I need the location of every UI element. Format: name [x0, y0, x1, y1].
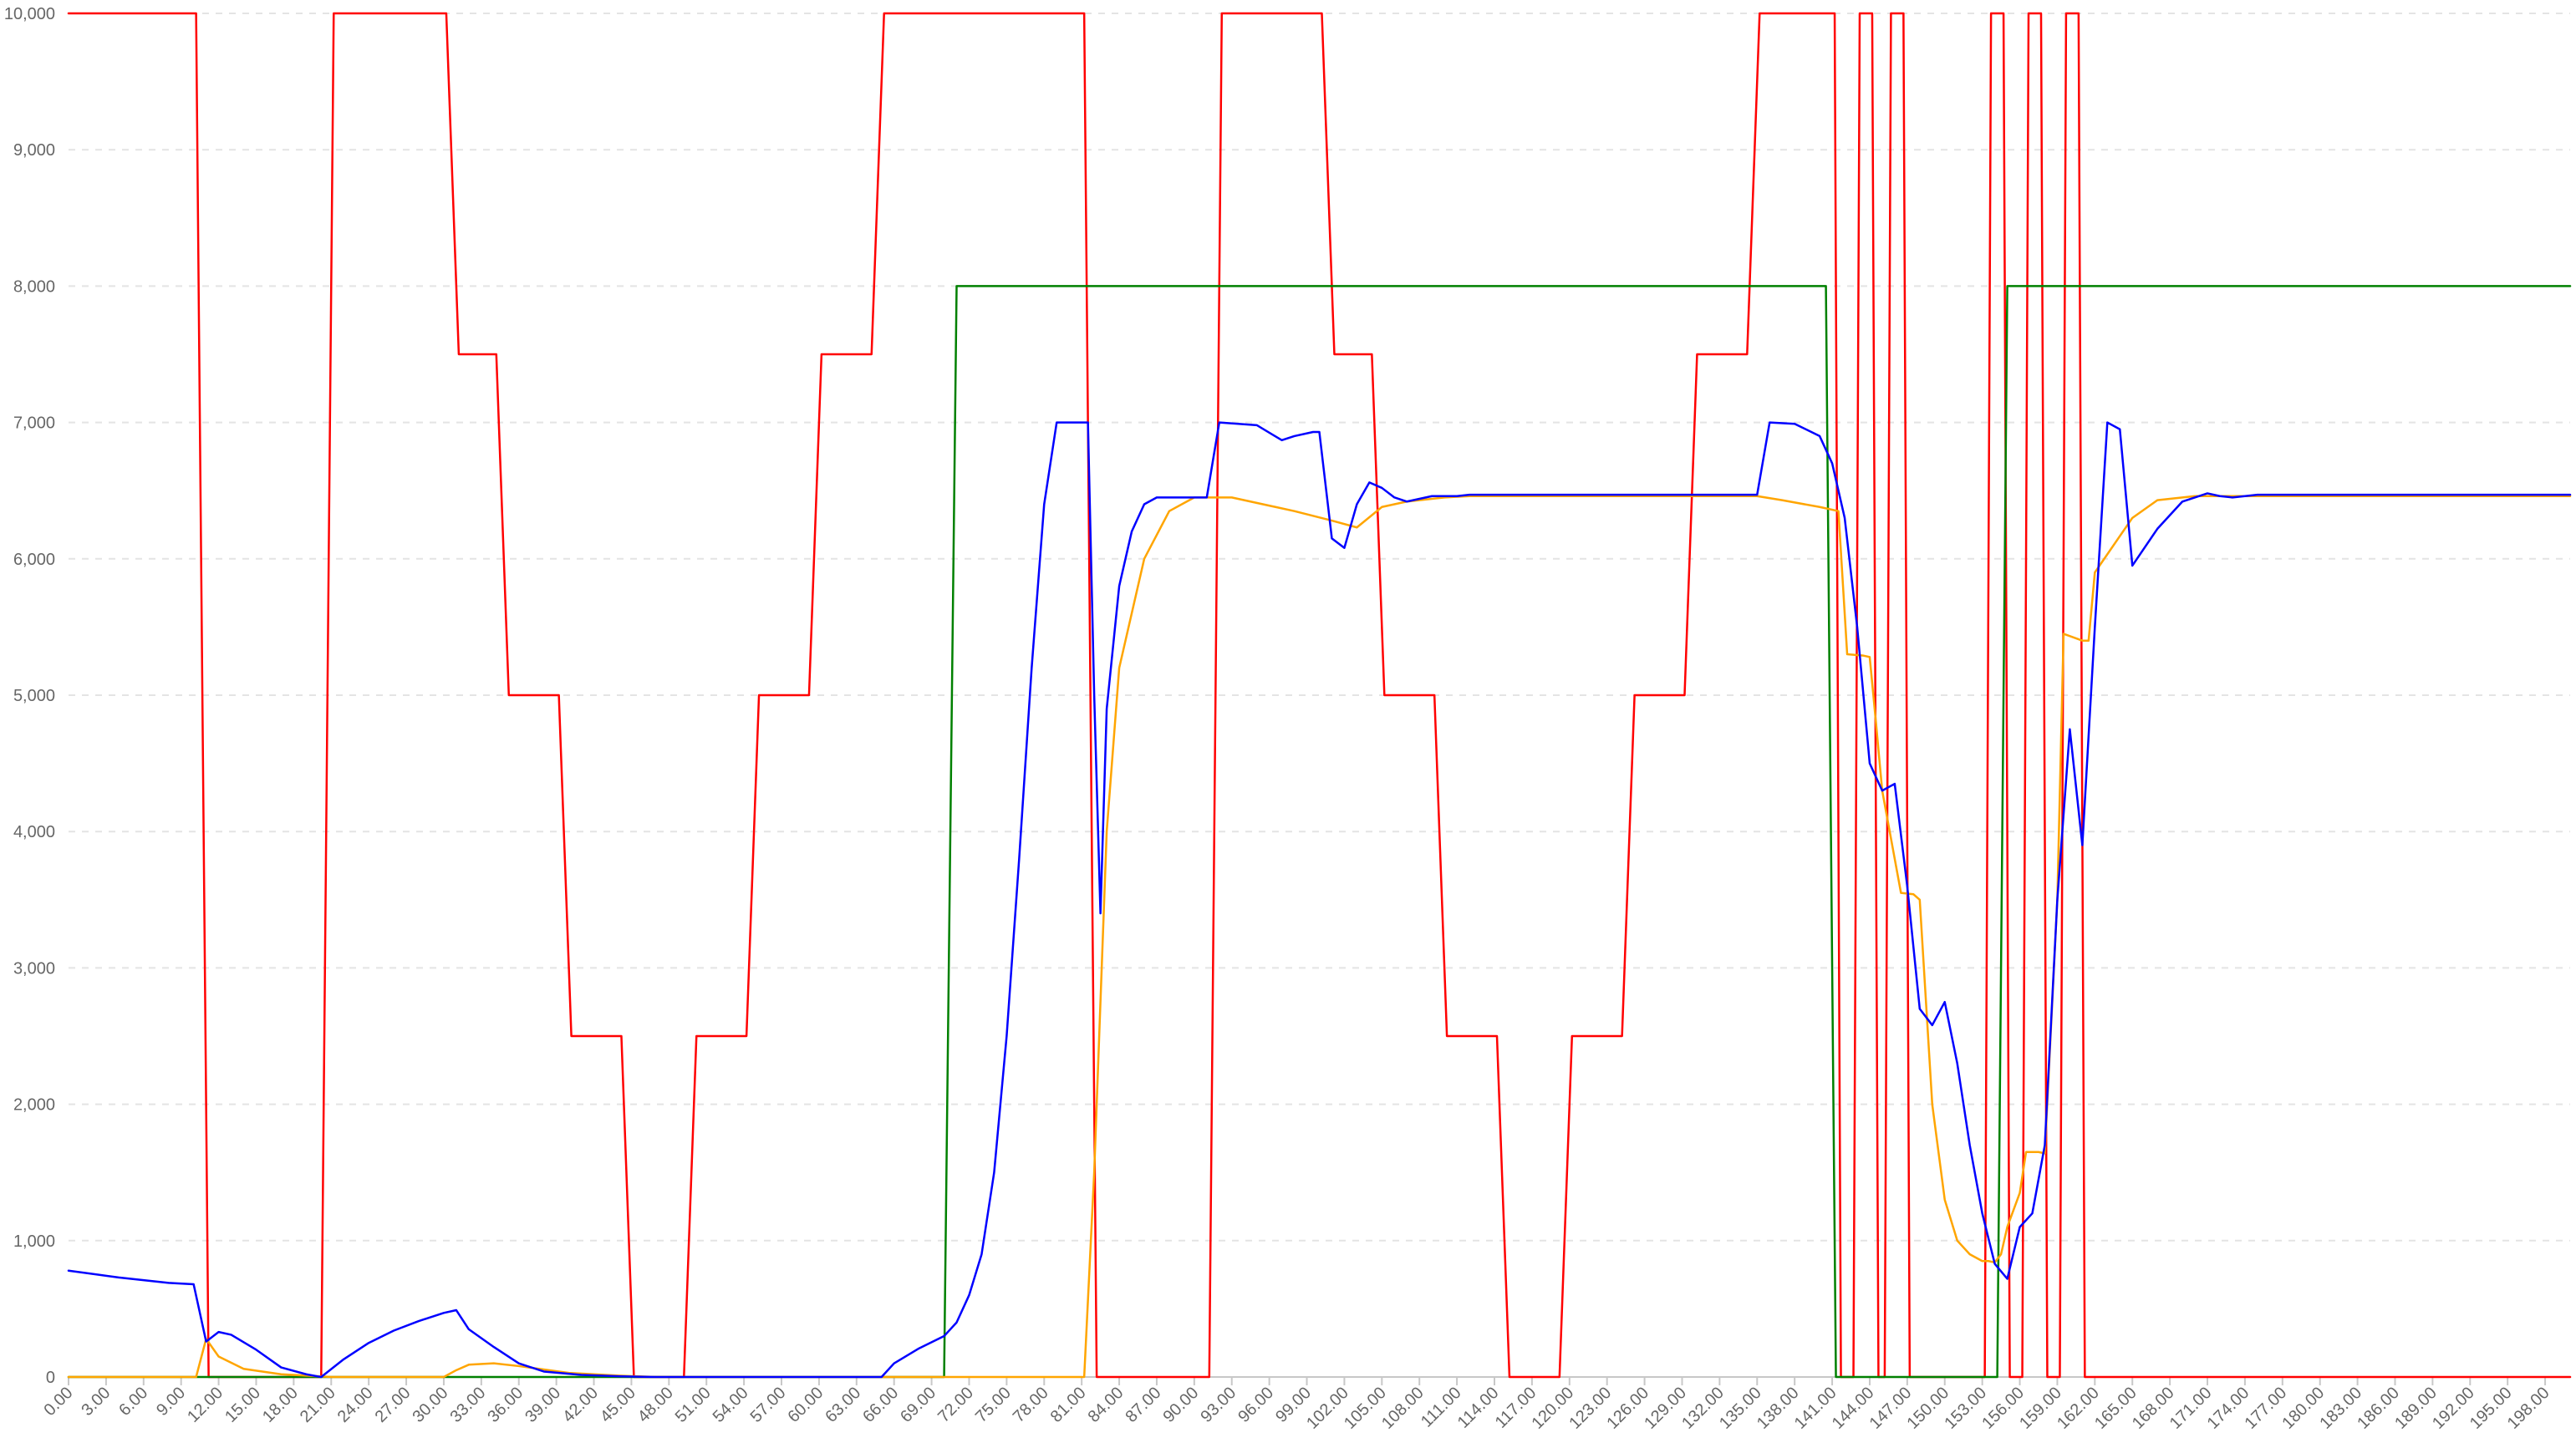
x-tick-label: 30.00	[410, 1384, 452, 1426]
x-tick-label: 96.00	[1235, 1384, 1277, 1426]
x-tick-label: 27.00	[372, 1384, 415, 1426]
y-tick-label: 1,000	[13, 1232, 55, 1251]
x-tick-label: 3.00	[78, 1384, 114, 1420]
x-tick-label: 66.00	[859, 1384, 902, 1426]
axes	[68, 1376, 2570, 1385]
x-tick-label: 36.00	[484, 1384, 527, 1426]
x-tick-label: 69.00	[897, 1384, 939, 1426]
x-tick-label: 174.00	[2204, 1384, 2253, 1433]
x-tick-label: 9.00	[153, 1384, 189, 1420]
x-tick-label: 102.00	[1303, 1384, 1352, 1433]
y-tick-label: 5,000	[13, 687, 55, 705]
x-tick-label: 186.00	[2354, 1384, 2403, 1433]
x-tick-label: 54.00	[710, 1384, 752, 1426]
y-tick-label: 8,000	[13, 277, 55, 296]
x-tick-label: 180.00	[2278, 1384, 2328, 1433]
y-tick-label: 4,000	[13, 823, 55, 841]
y-tick-label: 9,000	[13, 141, 55, 160]
x-tick-label: 72.00	[934, 1384, 977, 1426]
x-tick-label: 51.00	[672, 1384, 715, 1426]
x-tick-label: 108.00	[1378, 1384, 1428, 1433]
x-tick-label: 45.00	[597, 1384, 639, 1426]
x-tick-label: 195.00	[2467, 1384, 2516, 1433]
x-tick-label: 48.00	[634, 1384, 677, 1426]
x-tick-label: 24.00	[334, 1384, 377, 1426]
x-tick-label: 60.00	[784, 1384, 827, 1426]
x-tick-label: 192.00	[2429, 1384, 2478, 1433]
x-tick-label: 129.00	[1641, 1384, 1690, 1433]
x-tick-label: 120.00	[1529, 1384, 1578, 1433]
series-lines	[67, 12, 2572, 1379]
x-tick-label: 126.00	[1603, 1384, 1652, 1433]
grid	[69, 13, 2570, 1242]
x-tick-label: 93.00	[1197, 1384, 1240, 1426]
x-tick-label: 0.00	[40, 1384, 76, 1420]
x-tick-label: 6.00	[115, 1384, 151, 1420]
x-tick-label: 153.00	[1941, 1384, 1990, 1433]
x-tick-label: 150.00	[1903, 1384, 1952, 1433]
x-tick-label: 123.00	[1565, 1384, 1615, 1433]
x-axis-tick-labels: 0.00 3.00 6.00 9.0012.0015.0018.0021.0024.0…	[40, 1384, 2553, 1433]
x-tick-label: 135.00	[1716, 1384, 1765, 1433]
x-tick-label: 147.00	[1866, 1384, 1916, 1433]
x-tick-label: 33.00	[446, 1384, 489, 1426]
x-tick-label: 165.00	[2091, 1384, 2141, 1433]
x-tick-label: 87.00	[1123, 1384, 1165, 1426]
x-tick-label: 105.00	[1341, 1384, 1390, 1433]
y-axis-tick-labels: 0 1,000 2,000 3,000 4,000 5,000 6,000 7,000 8,00…	[4, 5, 55, 1387]
x-tick-label: 189.00	[2391, 1384, 2441, 1433]
x-tick-label: 177.00	[2242, 1384, 2291, 1433]
x-tick-label: 138.00	[1754, 1384, 1803, 1433]
x-tick-label: 21.00	[297, 1384, 339, 1426]
x-tick-label: 114.00	[1454, 1384, 1503, 1432]
x-tick-label: 15.00	[221, 1384, 264, 1426]
x-tick-label: 156.00	[1978, 1384, 2028, 1433]
y-tick-label: 2,000	[13, 1096, 55, 1115]
x-tick-label: 12.00	[184, 1384, 227, 1426]
x-tick-label: 111.00	[1418, 1384, 1465, 1431]
x-tick-label: 132.00	[1678, 1384, 1728, 1433]
x-tick-label: 18.00	[259, 1384, 302, 1426]
x-tick-label: 183.00	[2316, 1384, 2365, 1433]
x-tick-label: 42.00	[559, 1384, 602, 1426]
x-tick-label: 57.00	[747, 1384, 790, 1426]
x-tick-label: 39.00	[522, 1384, 564, 1426]
x-tick-label: 81.00	[1047, 1384, 1090, 1426]
y-tick-label: 6,000	[13, 551, 55, 569]
x-tick-label: 162.00	[2054, 1384, 2103, 1433]
y-tick-label: 10,000	[4, 5, 55, 23]
x-tick-label: 75.00	[972, 1384, 1015, 1426]
x-tick-label: 198.00	[2504, 1384, 2553, 1433]
x-tick-label: 84.00	[1085, 1384, 1128, 1426]
series-line-3	[67, 421, 2572, 1379]
x-tick-label: 168.00	[2129, 1384, 2178, 1433]
x-tick-label: 78.00	[1010, 1384, 1052, 1426]
y-tick-label: 7,000	[13, 414, 55, 433]
y-tick-label: 3,000	[13, 959, 55, 978]
x-tick-label: 63.00	[822, 1384, 864, 1426]
series-line-2	[67, 495, 2572, 1379]
x-tick-label: 90.00	[1159, 1384, 1202, 1426]
series-line-1	[67, 285, 2572, 1379]
x-tick-label: 141.00	[1791, 1384, 1840, 1433]
y-tick-label: 0	[46, 1369, 55, 1387]
x-tick-label: 171.00	[2166, 1384, 2216, 1433]
x-tick-label: 159.00	[2016, 1384, 2065, 1433]
series-line-0	[67, 12, 2572, 1379]
x-tick-label: 144.00	[1829, 1384, 1878, 1433]
